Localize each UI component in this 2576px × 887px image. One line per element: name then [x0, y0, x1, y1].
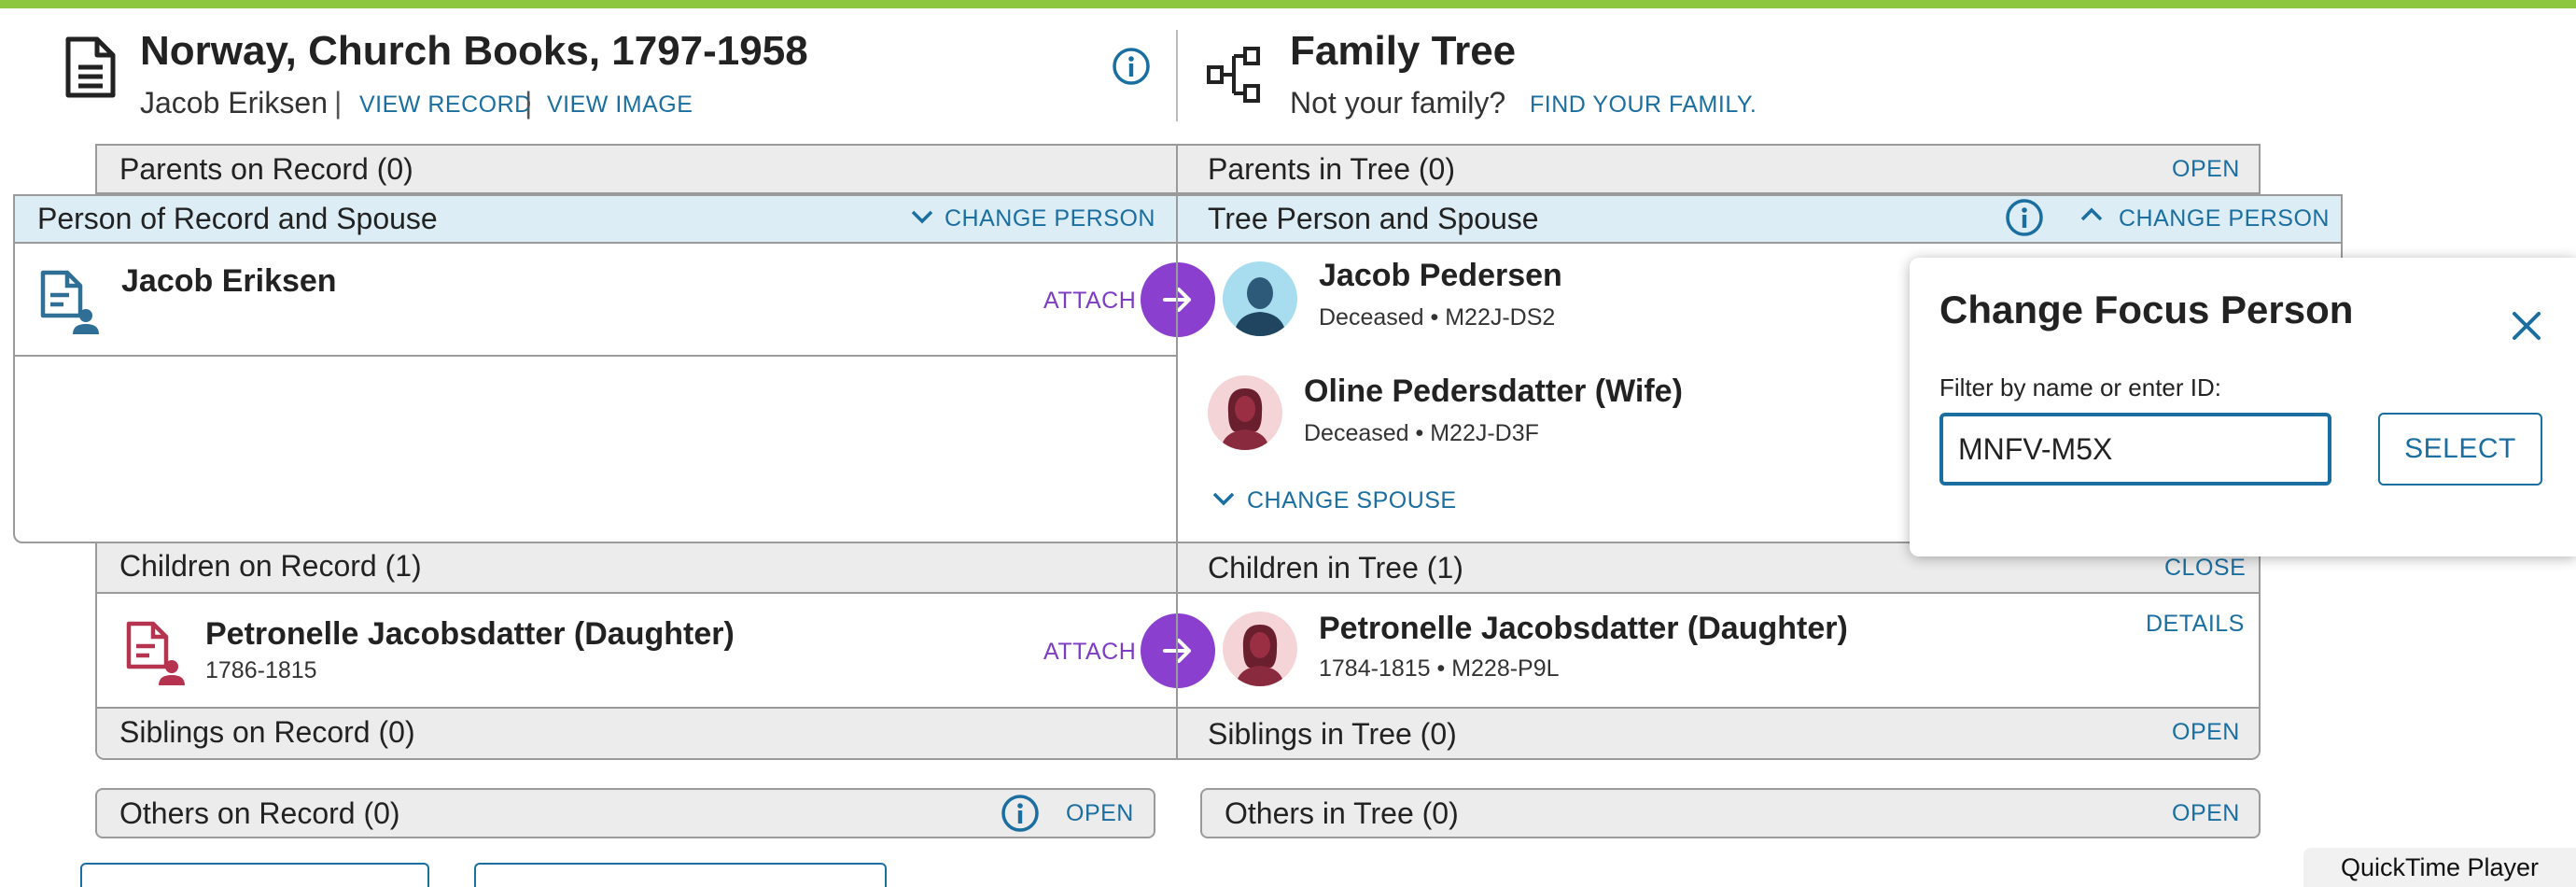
find-your-family-link[interactable]: FIND YOUR FAMILY. [1530, 92, 1757, 118]
document-icon [63, 35, 118, 104]
filter-input[interactable] [1939, 413, 2331, 486]
others-record-row [95, 788, 1155, 838]
tree-title: Family Tree [1290, 28, 1517, 74]
parents-open-link[interactable]: OPEN [2172, 156, 2240, 182]
attach-person-link[interactable]: ATTACH [1043, 288, 1137, 314]
others-record-open-link[interactable]: OPEN [1066, 800, 1134, 826]
parents-row [95, 144, 2261, 194]
male-avatar [1223, 261, 1297, 336]
tree-spouse-meta: Deceased • M22J-D3F [1304, 420, 1539, 446]
info-icon[interactable] [2005, 198, 2044, 242]
tree-person-meta: Deceased • M22J-DS2 [1319, 304, 1556, 331]
arrow-right-icon [1163, 288, 1191, 312]
change-person-tree-link[interactable]: CHANGE PERSON [2119, 205, 2330, 232]
bottom-button[interactable] [80, 863, 429, 887]
separator: | [525, 86, 533, 120]
others-tree-open-link[interactable]: OPEN [2172, 800, 2240, 826]
not-your-family-text: Not your family? [1290, 86, 1506, 120]
others-tree-row [1200, 788, 2261, 838]
record-person-icon [39, 269, 103, 341]
parents-on-record-label: Parents on Record (0) [119, 152, 413, 186]
person-of-record-label: Person of Record and Spouse [37, 202, 438, 235]
bottom-button[interactable] [474, 863, 887, 887]
children-header [97, 543, 2259, 593]
view-record-link[interactable]: VIEW RECORD [359, 92, 532, 118]
siblings-on-record-label: Siblings on Record (0) [119, 715, 415, 749]
female-avatar [1223, 612, 1297, 686]
child-details-link[interactable]: DETAILS [2146, 611, 2245, 637]
record-person-name[interactable]: Jacob Eriksen [121, 263, 337, 299]
parents-in-tree-label: Parents in Tree (0) [1208, 152, 1455, 186]
record-person-name: Jacob Eriksen [140, 86, 328, 120]
arrow-right-icon [1163, 639, 1191, 663]
tree-spouse-name[interactable]: Oline Pedersdatter (Wife) [1304, 373, 1683, 409]
female-avatar [1208, 375, 1282, 450]
chevron-down-icon[interactable] [910, 207, 934, 231]
header-divider [1176, 30, 1178, 121]
record-child-name[interactable]: Petronelle Jacobsdatter (Daughter) [205, 616, 735, 652]
record-title: Norway, Church Books, 1797-1958 [140, 28, 808, 74]
divider [97, 592, 2259, 594]
person-spouse-header [15, 196, 2341, 243]
attach-child-button[interactable] [1141, 613, 1215, 688]
record-child-icon [125, 620, 189, 692]
attach-person-button[interactable] [1141, 262, 1215, 337]
tree-person-name[interactable]: Jacob Pedersen [1319, 258, 1562, 293]
record-child-meta: 1786-1815 [205, 657, 317, 683]
column-divider [1176, 144, 1178, 758]
select-button[interactable]: SELECT [2378, 413, 2542, 486]
change-person-record-link[interactable]: CHANGE PERSON [945, 205, 1155, 232]
tree-child-name[interactable]: Petronelle Jacobsdatter (Daughter) [1319, 611, 1848, 646]
siblings-open-link[interactable]: OPEN [2172, 719, 2240, 745]
quicktime-player-label: QuickTime Player [2303, 848, 2576, 887]
children-on-record-label: Children on Record (1) [119, 549, 422, 583]
siblings-header [97, 709, 2259, 758]
divider [15, 242, 2341, 244]
others-on-record-label: Others on Record (0) [119, 796, 400, 830]
info-icon[interactable] [1112, 47, 1151, 91]
children-close-link[interactable]: CLOSE [2164, 555, 2247, 581]
separator: | [334, 86, 343, 120]
divider [15, 355, 1178, 357]
family-tree-icon [1206, 45, 1262, 109]
attach-child-link[interactable]: ATTACH [1043, 639, 1137, 665]
view-image-link[interactable]: VIEW IMAGE [547, 92, 693, 118]
tree-child-meta: 1784-1815 • M228-P9L [1319, 655, 1560, 682]
children-in-tree-label: Children in Tree (1) [1208, 551, 1463, 584]
close-icon[interactable] [2511, 310, 2542, 346]
siblings-in-tree-label: Siblings in Tree (0) [1208, 717, 1457, 751]
info-icon[interactable] [1001, 794, 1040, 838]
others-in-tree-label: Others in Tree (0) [1225, 796, 1459, 830]
change-spouse-link[interactable]: CHANGE SPOUSE [1247, 487, 1457, 514]
popup-title: Change Focus Person [1939, 288, 2354, 331]
change-focus-person-popup: Change Focus Person Filter by name or en… [1910, 258, 2576, 556]
divider [97, 707, 2259, 709]
top-accent-bar [0, 0, 2576, 8]
chevron-up-icon[interactable] [2079, 205, 2104, 229]
chevron-down-icon[interactable] [1211, 489, 1236, 513]
filter-label: Filter by name or enter ID: [1939, 373, 2221, 401]
tree-person-label: Tree Person and Spouse [1208, 202, 1539, 235]
